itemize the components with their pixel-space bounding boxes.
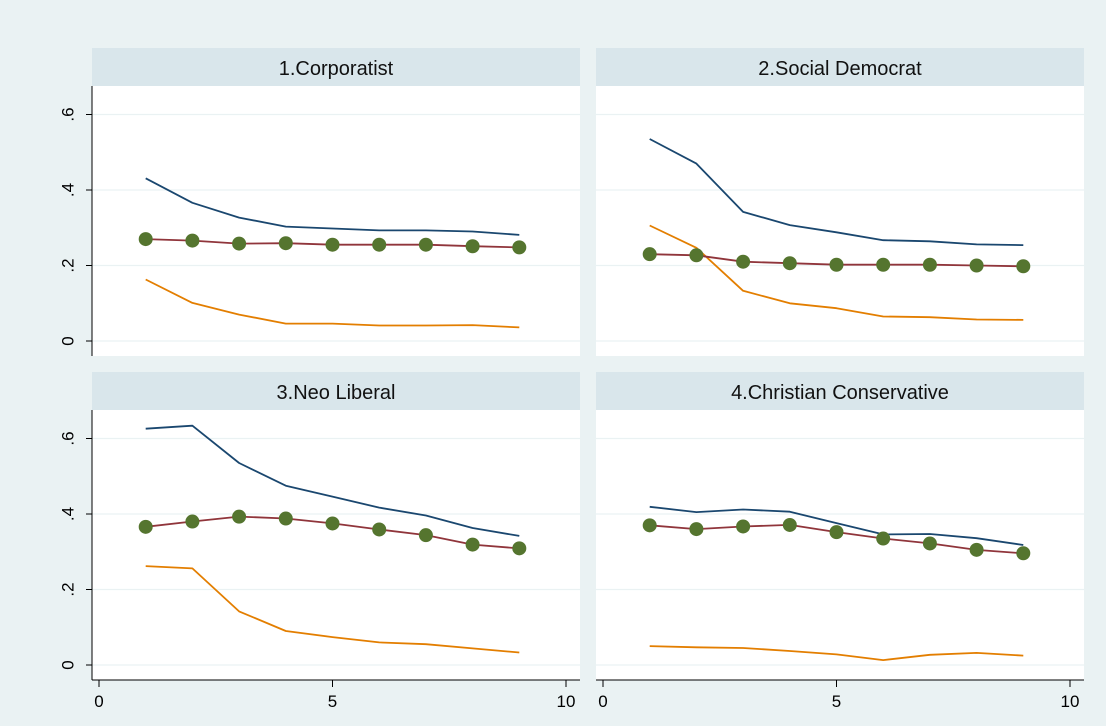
series-point (512, 240, 527, 255)
series-point (829, 525, 844, 540)
panel-3: 3.Neo Liberal 0 .2 .4 .6 0 5 10 (59, 372, 580, 711)
series-point (782, 256, 797, 271)
series-point (736, 254, 751, 269)
y-tick-label: .2 (59, 582, 78, 596)
series-point (689, 522, 704, 537)
series-point (418, 528, 433, 543)
panel-title: 4.Christian Conservative (731, 382, 949, 404)
series-point (372, 237, 387, 252)
y-tick-label: 0 (59, 336, 78, 345)
series-point (969, 258, 984, 273)
series-line-3 (145, 565, 520, 654)
series-point (278, 511, 293, 526)
plot-area (596, 86, 1084, 356)
x-tick-label: 10 (1061, 692, 1080, 711)
series-line-1 (649, 138, 1024, 246)
series-point (876, 531, 891, 546)
series-point (1016, 546, 1031, 561)
x-tick-label: 5 (832, 692, 841, 711)
series-point (372, 522, 387, 537)
y-tick-label: 0 (59, 660, 78, 669)
series-point (736, 519, 751, 534)
x-tick-label: 0 (598, 692, 607, 711)
series-line-1 (145, 177, 520, 236)
series-point (922, 257, 937, 272)
plot-area (92, 410, 580, 680)
panel-strip (596, 48, 1084, 86)
y-tick-label: .6 (59, 431, 78, 445)
series-point (325, 516, 340, 531)
series-line-3 (649, 224, 1024, 321)
series-point (138, 519, 153, 534)
panel-strip (92, 48, 580, 86)
series-point (278, 236, 293, 251)
panel-1: 1.Corporatist 0 .2 .4 .6 (59, 48, 580, 356)
series-point (138, 232, 153, 247)
series-line-3 (145, 278, 520, 329)
panel-title: 2.Social Democrat (758, 58, 922, 80)
panel-title: 3.Neo Liberal (277, 382, 396, 404)
series-point (689, 248, 704, 263)
series-point (325, 237, 340, 252)
plot-area (92, 86, 580, 356)
series-point (969, 542, 984, 557)
series-point (232, 509, 247, 524)
y-tick-label: .4 (59, 507, 78, 521)
series-point (1016, 259, 1031, 274)
series-point (829, 257, 844, 272)
series-point (642, 518, 657, 533)
x-tick-label: 5 (328, 692, 337, 711)
y-tick-label: .2 (59, 258, 78, 272)
series-point (185, 514, 200, 529)
series-line-1 (145, 424, 520, 537)
panel-strip (92, 372, 580, 410)
series-point (418, 237, 433, 252)
x-tick-label: 10 (557, 692, 576, 711)
panel-2: 2.Social Democrat (596, 48, 1084, 356)
y-tick-label: .4 (59, 183, 78, 197)
plot-area (596, 410, 1084, 680)
y-tick-label: .6 (59, 107, 78, 121)
series-point (876, 257, 891, 272)
series-point (232, 236, 247, 251)
series-point (512, 541, 527, 556)
series-point (922, 536, 937, 551)
x-tick-label: 0 (94, 692, 103, 711)
panel-4: 4.Christian Conservative 0 5 10 (596, 372, 1084, 711)
series-point (782, 517, 797, 532)
panel-title: 1.Corporatist (279, 58, 394, 80)
series-line-3 (649, 645, 1024, 661)
panel-strip (596, 372, 1084, 410)
series-point (642, 247, 657, 262)
series-line-1 (649, 505, 1024, 546)
series-point (465, 537, 480, 552)
series-point (185, 233, 200, 248)
series-point (465, 239, 480, 254)
